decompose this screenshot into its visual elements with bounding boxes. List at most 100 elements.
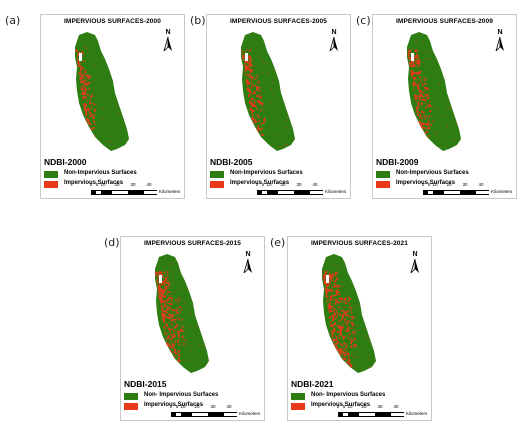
scale-segment [423,190,428,195]
scale-segment [224,412,237,417]
ndbi-label: NDBI-2005 [210,157,253,167]
scale-tick-label: 40 [478,182,484,187]
north-label: N [331,29,337,36]
scale-segment [181,412,192,417]
scale-segment [101,190,112,195]
scale-tick-label: 20 [280,182,286,187]
scale-bar: 0 5 10 20 30 40 Kilometers [421,182,513,198]
scale-segment [192,412,208,417]
scale-segment [96,190,101,195]
land-cover-map [75,32,129,151]
scale-tick-label: 30 [462,182,468,187]
ndbi-label: NDBI-2021 [291,379,334,389]
scale-tick-label: 10 [266,182,272,187]
scale-segment [144,190,157,195]
scale-segment [433,190,444,195]
north-label: N [412,251,418,258]
map-panel: IMPERVIOUS SURFACES-2009 N NDBI-2009 Non-Im… [372,14,517,199]
legend-swatch [376,181,390,188]
scale-tick-label: 40 [146,182,152,187]
legend-swatch [210,171,224,178]
scale-tick-label: 5 [175,404,179,409]
legend-text: Non-Impervious Surfaces [396,170,469,176]
scale-segment [267,190,278,195]
scale-segment [112,190,128,195]
scale-tick-label: 0 [421,182,425,187]
legend-text: Non- Impervious Surfaces [144,392,219,398]
panel-label: (c) [356,14,371,27]
legend-swatch [124,403,138,410]
scale-unit: Kilometers [406,411,428,416]
land-cover-map [322,254,376,373]
scale-segment [257,190,262,195]
land-cover-map [155,254,209,373]
scale-tick-label: 30 [296,182,302,187]
scale-segment [375,412,391,417]
north-arrow-icon: N [493,29,507,51]
legend-swatch [376,171,390,178]
scale-tick-label: 0 [255,182,259,187]
scale-tick-label: 10 [180,404,186,409]
legend-text: Impervious Surfaces [396,180,456,186]
land-cover-map [241,32,295,151]
legend-text: Non-Impervious Surfaces [64,170,137,176]
scale-segment [338,412,343,417]
water-body [79,53,82,61]
scale-segment [428,190,433,195]
north-arrow-icon: N [161,29,175,51]
scale-tick-label: 5 [342,404,346,409]
scale-segment [460,190,476,195]
scale-segment [208,412,224,417]
north-label: N [245,251,251,258]
map-title: IMPERVIOUS SURFACES-2005 [230,18,327,25]
map-panel: IMPERVIOUS SURFACES-2015 N NDBI-2015 Non- I… [120,236,265,421]
scale-unit: Kilometers [325,189,347,194]
scale-bar: 0 5 10 20 30 40 Kilometers [336,404,428,420]
scale-bar: 0 5 10 20 30 40 Kilometers [90,182,181,198]
scale-segment [176,412,181,417]
scale-segment [171,412,176,417]
panel-label: (a) [5,14,21,27]
scale-tick-label: 30 [377,404,383,409]
map-title: IMPERVIOUS SURFACES-2021 [311,240,408,247]
scale-segment [262,190,267,195]
scale-tick-label: 20 [446,182,452,187]
scale-segment [359,412,375,417]
water-body [159,275,162,283]
scale-tick-label: 40 [393,404,399,409]
legend-swatch [44,181,58,188]
scale-tick-label: 5 [261,182,265,187]
scale-unit: Kilometers [159,189,181,194]
scale-unit: Kilometers [239,411,261,416]
scale-tick-label: 30 [130,182,136,187]
scale-segment [476,190,489,195]
scale-segment [444,190,460,195]
panel-label: (b) [190,14,206,27]
map-panel: IMPERVIOUS SURFACES-2005 N NDBI-2005 Non-Im… [206,14,351,199]
scale-tick-label: 20 [114,182,120,187]
scale-tick-label: 40 [312,182,318,187]
north-arrow-icon: N [408,251,422,273]
scale-tick-label: 20 [194,404,200,409]
legend-swatch [44,171,58,178]
legend-text: Impervious Surfaces [311,402,371,408]
scale-tick-label: 0 [336,404,340,409]
legend-text: Impervious Surfaces [144,402,204,408]
north-arrow-icon: N [327,29,341,51]
scale-unit: Kilometers [491,189,513,194]
scale-tick-label: 10 [432,182,438,187]
scale-tick-label: 5 [95,182,99,187]
ndbi-label: NDBI-2000 [44,157,87,167]
legend-swatch [291,403,305,410]
scale-segment [128,190,144,195]
north-arrow-icon: N [241,251,255,273]
scale-segment [91,190,96,195]
scale-tick-label: 0 [169,404,173,409]
legend-swatch [291,393,305,400]
map-panel: IMPERVIOUS SURFACES-2000 N NDBI-2000 Non-Im… [40,14,185,199]
scale-bar: 0 5 10 20 30 40 Kilometers [169,404,261,420]
scale-tick-label: 10 [100,182,106,187]
ndbi-label: NDBI-2009 [376,157,419,167]
scale-segment [278,190,294,195]
scale-tick-label: 40 [226,404,232,409]
